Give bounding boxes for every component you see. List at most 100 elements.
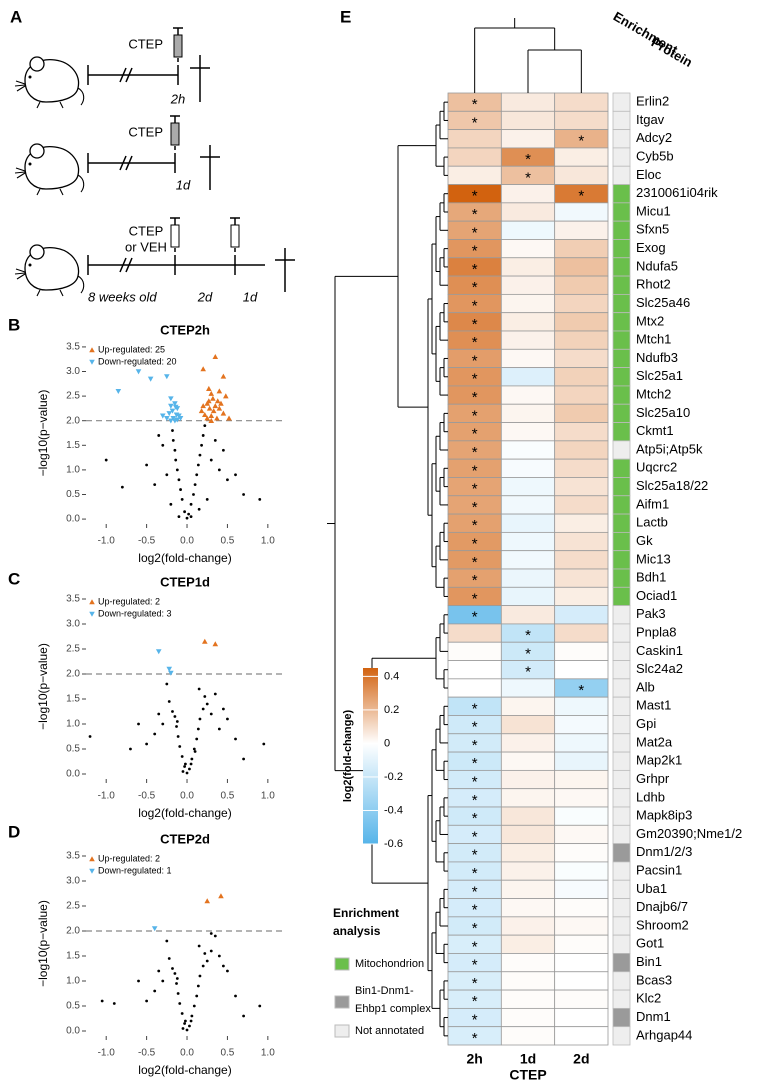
y-tick-label: 0.5: [66, 489, 80, 500]
y-tick-label: 2.0: [66, 669, 80, 680]
point: [164, 416, 170, 422]
point: [176, 992, 180, 995]
point: [209, 458, 213, 462]
point: [203, 952, 207, 955]
point: [217, 727, 221, 731]
protein-label: Map2k1: [636, 753, 682, 768]
enrichment-cell: [612, 586, 631, 607]
heatmap-cell: [500, 184, 556, 204]
heatmap-cell: [500, 330, 556, 350]
protein-label: Adcy2: [636, 130, 672, 145]
point: [204, 898, 211, 904]
point: [188, 1024, 191, 1028]
colorbar-tick-label: -0.2: [384, 771, 403, 783]
point: [196, 727, 200, 731]
legend-label: Down-regulated: 20: [98, 356, 177, 366]
heatmap-cell: [500, 953, 556, 973]
significance-star: *: [472, 316, 478, 333]
panel-label: C: [8, 569, 20, 588]
y-axis-label: −log10(p−value): [36, 643, 50, 730]
point: [258, 1004, 262, 1008]
heatmap-cell: [554, 989, 609, 1009]
enrichment-cell: [612, 458, 631, 478]
protein-label: Alb: [636, 679, 655, 694]
heatmap-cell: [500, 733, 556, 753]
point: [166, 411, 173, 417]
point: [202, 412, 208, 418]
legend-marker: [89, 856, 95, 862]
heatmap-cell: [500, 843, 556, 863]
y-tick-label: 3.5: [66, 342, 80, 353]
heatmap-cell: [500, 898, 556, 918]
syringe-plunger: [170, 115, 180, 123]
point: [226, 717, 229, 721]
point: [195, 473, 199, 477]
heatmap-cell: [500, 367, 556, 387]
significance-star: *: [472, 957, 478, 974]
legend-swatch: [334, 957, 350, 971]
point: [189, 515, 193, 519]
y-tick-label: 2.0: [66, 415, 80, 426]
chart-title: CTEP1d: [160, 574, 210, 589]
heatmap-cell: [554, 348, 609, 369]
colorbar: [363, 668, 378, 844]
point: [212, 403, 219, 409]
legend-marker: [89, 599, 95, 605]
legend-swatch: [334, 995, 350, 1009]
heatmap-cell: [500, 678, 556, 698]
heatmap-cell: [554, 220, 609, 240]
protein-label: Cyb5b: [636, 149, 674, 164]
enrichment-cell: [612, 202, 631, 222]
protein-label: Bin1: [636, 954, 662, 969]
heatmap-cell: [554, 605, 609, 625]
heatmap-cell: [500, 495, 556, 515]
heatmap-cell: [554, 239, 609, 259]
enrichment-cell: [612, 275, 631, 295]
point: [223, 393, 229, 399]
heatmap-cell: [554, 623, 609, 643]
significance-star: *: [472, 243, 478, 260]
heatmap-cell: [554, 971, 609, 991]
enrichment-cell: [612, 92, 631, 112]
point: [203, 695, 207, 698]
heatmap-cell: [554, 586, 609, 607]
point: [197, 687, 201, 691]
point: [179, 488, 182, 491]
enrichment-cell: [612, 953, 631, 973]
significance-star: *: [472, 975, 478, 992]
y-axis-label: −log10(p−value): [36, 390, 50, 477]
point: [242, 1014, 245, 1018]
heatmap-cell: [500, 696, 556, 716]
chart-title: CTEP2d: [160, 831, 210, 846]
y-tick-label: 0.0: [66, 514, 80, 525]
heatmap-cell: [554, 1007, 609, 1028]
point: [226, 969, 229, 973]
point: [189, 762, 193, 766]
x-tick-label: 0.5: [220, 536, 234, 547]
x-tick-label: -1.0: [98, 536, 116, 547]
point: [180, 755, 184, 758]
point: [206, 385, 212, 391]
significance-star: *: [578, 133, 584, 150]
heatmap-cell: [500, 275, 556, 295]
point: [165, 473, 169, 477]
enrichment-cell: [612, 403, 631, 423]
point: [221, 964, 225, 968]
protein-label: 2310061i04rik: [636, 185, 718, 200]
heatmap-cell: [447, 678, 502, 698]
point: [212, 353, 219, 359]
enrichment-cell: [612, 696, 631, 716]
point: [175, 977, 179, 980]
x-tick-label: 1.0: [261, 1048, 275, 1059]
point: [184, 762, 187, 766]
y-tick-label: 1.5: [66, 951, 80, 962]
heatmap-cell: [554, 440, 609, 460]
significance-star: *: [472, 371, 478, 388]
legend-label: Ehbp1 complex: [355, 1003, 431, 1015]
point: [178, 1002, 182, 1005]
protein-label: Slc25a46: [636, 295, 690, 310]
point: [209, 712, 213, 716]
heatmap-cell: [447, 623, 502, 643]
enrichment-cell: [612, 257, 631, 277]
point: [169, 408, 176, 414]
